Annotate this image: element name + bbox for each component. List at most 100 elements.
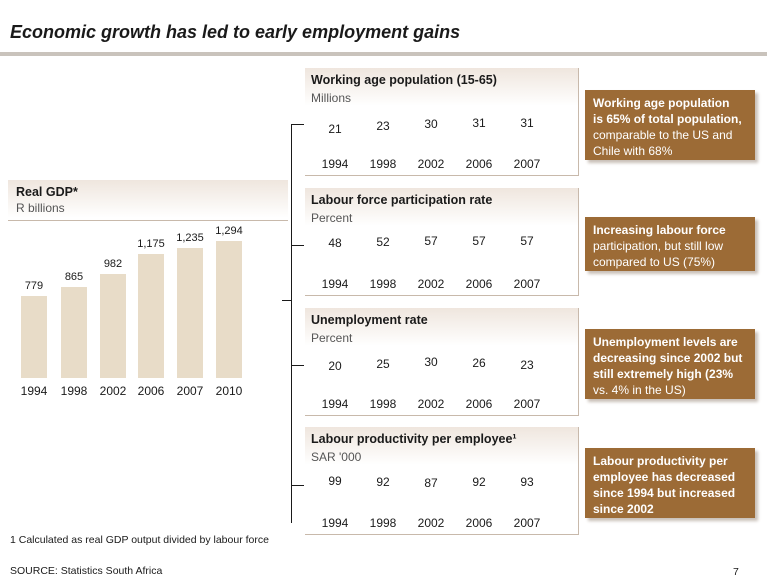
gdp-value-label: 865 xyxy=(64,271,84,283)
callout-working-age: Working age population is 65% of total p… xyxy=(585,90,755,160)
unemployment-panel-right xyxy=(578,308,579,416)
unemployment-year: 1998 xyxy=(369,397,397,411)
gdp-year-label: 2002 xyxy=(99,384,127,398)
gdp-year-label: 2006 xyxy=(137,384,165,398)
unemployment-year: 1994 xyxy=(321,397,349,411)
participation-value: 57 xyxy=(472,234,486,248)
gdp-panel xyxy=(8,180,288,220)
bracket-tick-gdp xyxy=(282,300,292,301)
gdp-value-label: 1,235 xyxy=(176,232,204,244)
callout-1-line-2: is 65% of total population, xyxy=(593,112,742,126)
participation-year: 1994 xyxy=(321,277,349,291)
participation-year: 2007 xyxy=(513,277,541,291)
footnote: 1 Calculated as real GDP output divided … xyxy=(10,534,269,546)
callout-4-line-4: since 2002 xyxy=(593,502,654,516)
unemployment-title: Unemployment rate xyxy=(311,313,428,327)
callout-3-line-3: still extremely high (23% xyxy=(593,367,734,381)
unemployment-value: 26 xyxy=(472,356,486,370)
working-age-value: 21 xyxy=(328,122,342,136)
working-age-year: 1998 xyxy=(369,157,397,171)
productivity-value: 92 xyxy=(472,475,486,489)
productivity-year: 2006 xyxy=(465,516,493,530)
gdp-year-label: 1994 xyxy=(20,384,48,398)
unemployment-year: 2006 xyxy=(465,397,493,411)
callout-1-line-4: Chile with 68% xyxy=(593,144,673,158)
gdp-value-label: 1,294 xyxy=(215,225,243,237)
unemployment-value: 20 xyxy=(328,359,342,373)
participation-subtitle: Percent xyxy=(311,211,353,225)
callout-4-line-2: employee has decreased xyxy=(593,470,736,484)
gdp-year-label: 2010 xyxy=(215,384,243,398)
working-age-value: 31 xyxy=(472,116,486,130)
productivity-year: 2007 xyxy=(513,516,541,530)
participation-year: 1998 xyxy=(369,277,397,291)
bracket-tick-2 xyxy=(291,245,304,246)
gdp-bar xyxy=(216,241,242,378)
bracket-tick-3 xyxy=(291,365,304,366)
working-age-subtitle: Millions xyxy=(311,91,352,105)
productivity-year: 1994 xyxy=(321,516,349,530)
working-age-panel-right xyxy=(578,68,579,176)
working-age-panel xyxy=(305,68,579,176)
gdp-value-label: 982 xyxy=(103,258,123,270)
gdp-panel-line xyxy=(8,220,288,221)
gdp-bar xyxy=(61,287,87,378)
gdp-bar xyxy=(177,248,203,378)
working-age-title: Working age population (15-65) xyxy=(311,73,497,87)
working-age-panel-bottom xyxy=(305,175,579,176)
participation-title: Labour force participation rate xyxy=(311,193,493,207)
gdp-bar xyxy=(100,274,126,378)
participation-value: 48 xyxy=(328,236,342,250)
callout-productivity: Labour productivity per employee has dec… xyxy=(585,448,755,518)
participation-panel xyxy=(305,188,579,296)
callout-2-line-2: participation, but still low xyxy=(593,239,724,253)
callout-2-line-1: Increasing labour force xyxy=(593,223,726,237)
callout-4-line-1: Labour productivity per xyxy=(593,454,728,468)
unemployment-value: 23 xyxy=(520,358,534,372)
gdp-bar xyxy=(138,254,164,378)
callout-2-line-3: compared to US (75%) xyxy=(593,255,716,269)
gdp-value-label: 1,175 xyxy=(137,238,165,250)
unemployment-value: 30 xyxy=(424,355,438,369)
working-age-value: 31 xyxy=(520,116,534,130)
working-age-value: 23 xyxy=(376,119,390,133)
productivity-value: 99 xyxy=(328,474,342,488)
bracket-tick-4 xyxy=(291,485,304,486)
gdp-title: Real GDP* xyxy=(16,185,78,199)
gdp-value-label: 779 xyxy=(24,280,44,292)
working-age-year: 1994 xyxy=(321,157,349,171)
callout-unemployment: Unemployment levels are decreasing since… xyxy=(585,329,755,399)
page-number: 7 xyxy=(733,566,739,578)
working-age-value: 30 xyxy=(424,117,438,131)
working-age-year: 2006 xyxy=(465,157,493,171)
gdp-bar xyxy=(21,296,47,378)
callout-3-line-2: decreasing since 2002 but xyxy=(593,351,743,365)
participation-value: 57 xyxy=(520,234,534,248)
productivity-value: 92 xyxy=(376,475,390,489)
bracket-tick-1 xyxy=(291,124,304,125)
participation-value: 52 xyxy=(376,235,390,249)
unemployment-panel-bottom xyxy=(305,415,579,416)
gdp-subtitle: R billions xyxy=(16,201,65,215)
title-rule xyxy=(0,52,767,56)
participation-value: 57 xyxy=(424,234,438,248)
productivity-value: 93 xyxy=(520,475,534,489)
bracket-vertical xyxy=(291,124,292,523)
page-title: Economic growth has led to early employm… xyxy=(10,22,461,42)
callout-4-line-3: since 1994 but increased xyxy=(593,486,736,500)
participation-year: 2002 xyxy=(417,277,445,291)
productivity-subtitle: SAR '000 xyxy=(311,450,362,464)
source-note: SOURCE: Statistics South Africa xyxy=(10,565,163,577)
unemployment-year: 2007 xyxy=(513,397,541,411)
productivity-panel xyxy=(305,427,579,535)
unemployment-year: 2002 xyxy=(417,397,445,411)
callout-3-line-1: Unemployment levels are xyxy=(593,335,738,349)
unemployment-subtitle: Percent xyxy=(311,331,353,345)
unemployment-value: 25 xyxy=(376,357,390,371)
productivity-year: 2002 xyxy=(417,516,445,530)
participation-panel-right xyxy=(578,188,579,296)
productivity-year: 1998 xyxy=(369,516,397,530)
working-age-year: 2002 xyxy=(417,157,445,171)
callout-3-line-4: vs. 4% in the US) xyxy=(593,383,686,397)
